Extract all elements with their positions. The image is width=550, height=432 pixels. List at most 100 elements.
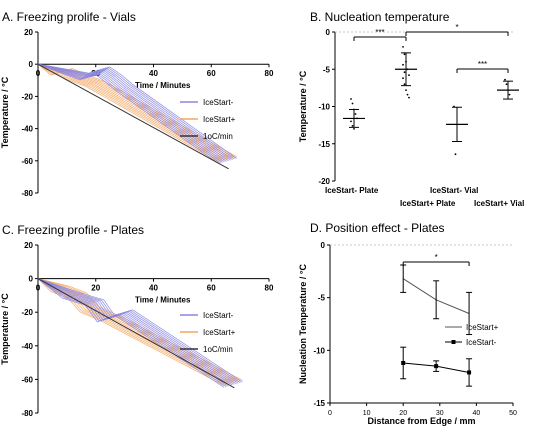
y-tick-label: -20 (21, 308, 33, 317)
panel-a: A. Freezing prolife - Vials 20 0 -20 -40 -60 -… (0, 10, 274, 198)
y-tick-label: 0 (29, 60, 34, 69)
panel-b: B. Nucleation temperature 0 -5 -10 -15 -20 Tem… (298, 10, 524, 208)
y-tick-label: -60 (21, 375, 33, 384)
data-point (405, 89, 407, 91)
data-point (505, 83, 508, 86)
series-line-icestart- (37, 63, 219, 164)
data-point (403, 53, 406, 56)
y-axis-label: Temperature / °C (0, 293, 10, 365)
series-line-icestart+ (37, 278, 225, 387)
series-line-icestart- (37, 278, 241, 384)
series-line-icestart- (37, 63, 223, 163)
y-tick-label: -40 (21, 342, 33, 351)
y-tick-label: -10 (313, 346, 325, 355)
panel-title: C. Freezing profile - Plates (2, 223, 144, 237)
data-point (408, 96, 410, 99)
x-tick-label: 0 (36, 69, 41, 78)
legend-label: IceStart+ (203, 328, 236, 337)
x-tick-label: 40 (149, 284, 158, 293)
category-label: IceStart- Plate (325, 186, 379, 195)
y-tick-label: 20 (24, 241, 33, 250)
data-point (353, 108, 355, 111)
y-tick-label: -5 (318, 294, 326, 303)
data-point (467, 370, 472, 375)
panel-title: A. Freezing prolife - Vials (2, 10, 136, 24)
y-tick-label: -15 (318, 140, 330, 149)
data-point (507, 89, 509, 91)
x-tick-label: 80 (265, 69, 274, 78)
x-tick-label: 60 (207, 69, 216, 78)
x-axis-label: Time / Minutes (135, 81, 191, 90)
legend-label: IceStart- (203, 311, 234, 320)
y-tick-label: -5 (323, 65, 331, 74)
data-point (353, 127, 355, 130)
x-axis-label: Time / Minutes (135, 296, 191, 305)
data-point (350, 98, 352, 100)
data-point (350, 120, 352, 123)
series-line-reference (37, 63, 229, 170)
panel-title: D. Position effect - Plates (310, 221, 445, 235)
y-axis-label: Temperature / °C (0, 76, 10, 148)
x-tick-label: 0 (36, 284, 41, 293)
data-point (508, 93, 511, 96)
x-tick-label: 20 (91, 284, 100, 293)
series-line-icestart- (37, 63, 233, 161)
y-tick-label: -40 (21, 125, 33, 134)
panel-title: B. Nucleation temperature (310, 10, 450, 24)
legend-label: 1oC/min (203, 132, 233, 141)
series-line-icestart+ (37, 63, 219, 163)
legend-label: 1oC/min (203, 345, 233, 354)
x-tick-label: 40 (473, 410, 481, 417)
y-axis-label: Temperature / °C (298, 70, 308, 142)
legend-label: IceStart+ (466, 323, 499, 332)
x-tick-label: 20 (399, 410, 407, 417)
x-tick-label: 30 (436, 410, 444, 417)
y-tick-label: 0 (29, 275, 34, 284)
x-tick-label: 10 (363, 410, 371, 417)
data-point (351, 125, 354, 127)
significance-label: *** (478, 60, 487, 69)
y-tick-label: -60 (21, 157, 33, 166)
legend-label: IceStart- (203, 98, 234, 107)
series-line-icestart- (37, 278, 229, 387)
significance-label: * (455, 23, 458, 32)
y-tick-label: -20 (318, 177, 330, 186)
x-tick-label: 60 (207, 284, 216, 293)
y-tick-label: -15 (313, 399, 325, 408)
series-line-icestart- (37, 63, 227, 162)
series-line-reference (37, 278, 235, 389)
y-tick-label: -10 (318, 103, 330, 112)
series-line-icestart- (37, 278, 239, 384)
significance-label: * (435, 253, 438, 262)
series-line-icestart- (37, 278, 243, 383)
legend-label: IceStart+ (203, 115, 236, 124)
series-line-icestart- (37, 278, 227, 388)
data-point (402, 63, 404, 66)
data-point (453, 105, 455, 108)
y-tick-label: 0 (321, 241, 326, 250)
data-point (406, 68, 409, 71)
data-point (405, 60, 407, 63)
series-line-icestart+ (37, 63, 221, 162)
series-line-icestart+ (37, 63, 231, 159)
series-line-icestart- (37, 278, 237, 385)
data-point (401, 360, 406, 365)
data-point (403, 71, 406, 74)
x-tick-label: 40 (149, 69, 158, 78)
y-tick-label: -20 (21, 92, 33, 101)
y-tick-label: 20 (24, 28, 33, 37)
data-point (434, 364, 439, 369)
legend-marker (451, 340, 456, 344)
data-point (504, 78, 506, 81)
data-point (402, 77, 404, 80)
category-label: IceStart+ Plate (400, 199, 456, 208)
legend-label: IceStart- (466, 338, 497, 347)
y-tick-label: -80 (21, 409, 33, 418)
x-axis-label: Distance from Edge / mm (367, 416, 475, 426)
x-tick-label: 0 (328, 410, 332, 417)
data-point (406, 93, 409, 96)
series-line-icestart- (37, 63, 221, 164)
series-line-icestart- (37, 63, 237, 159)
